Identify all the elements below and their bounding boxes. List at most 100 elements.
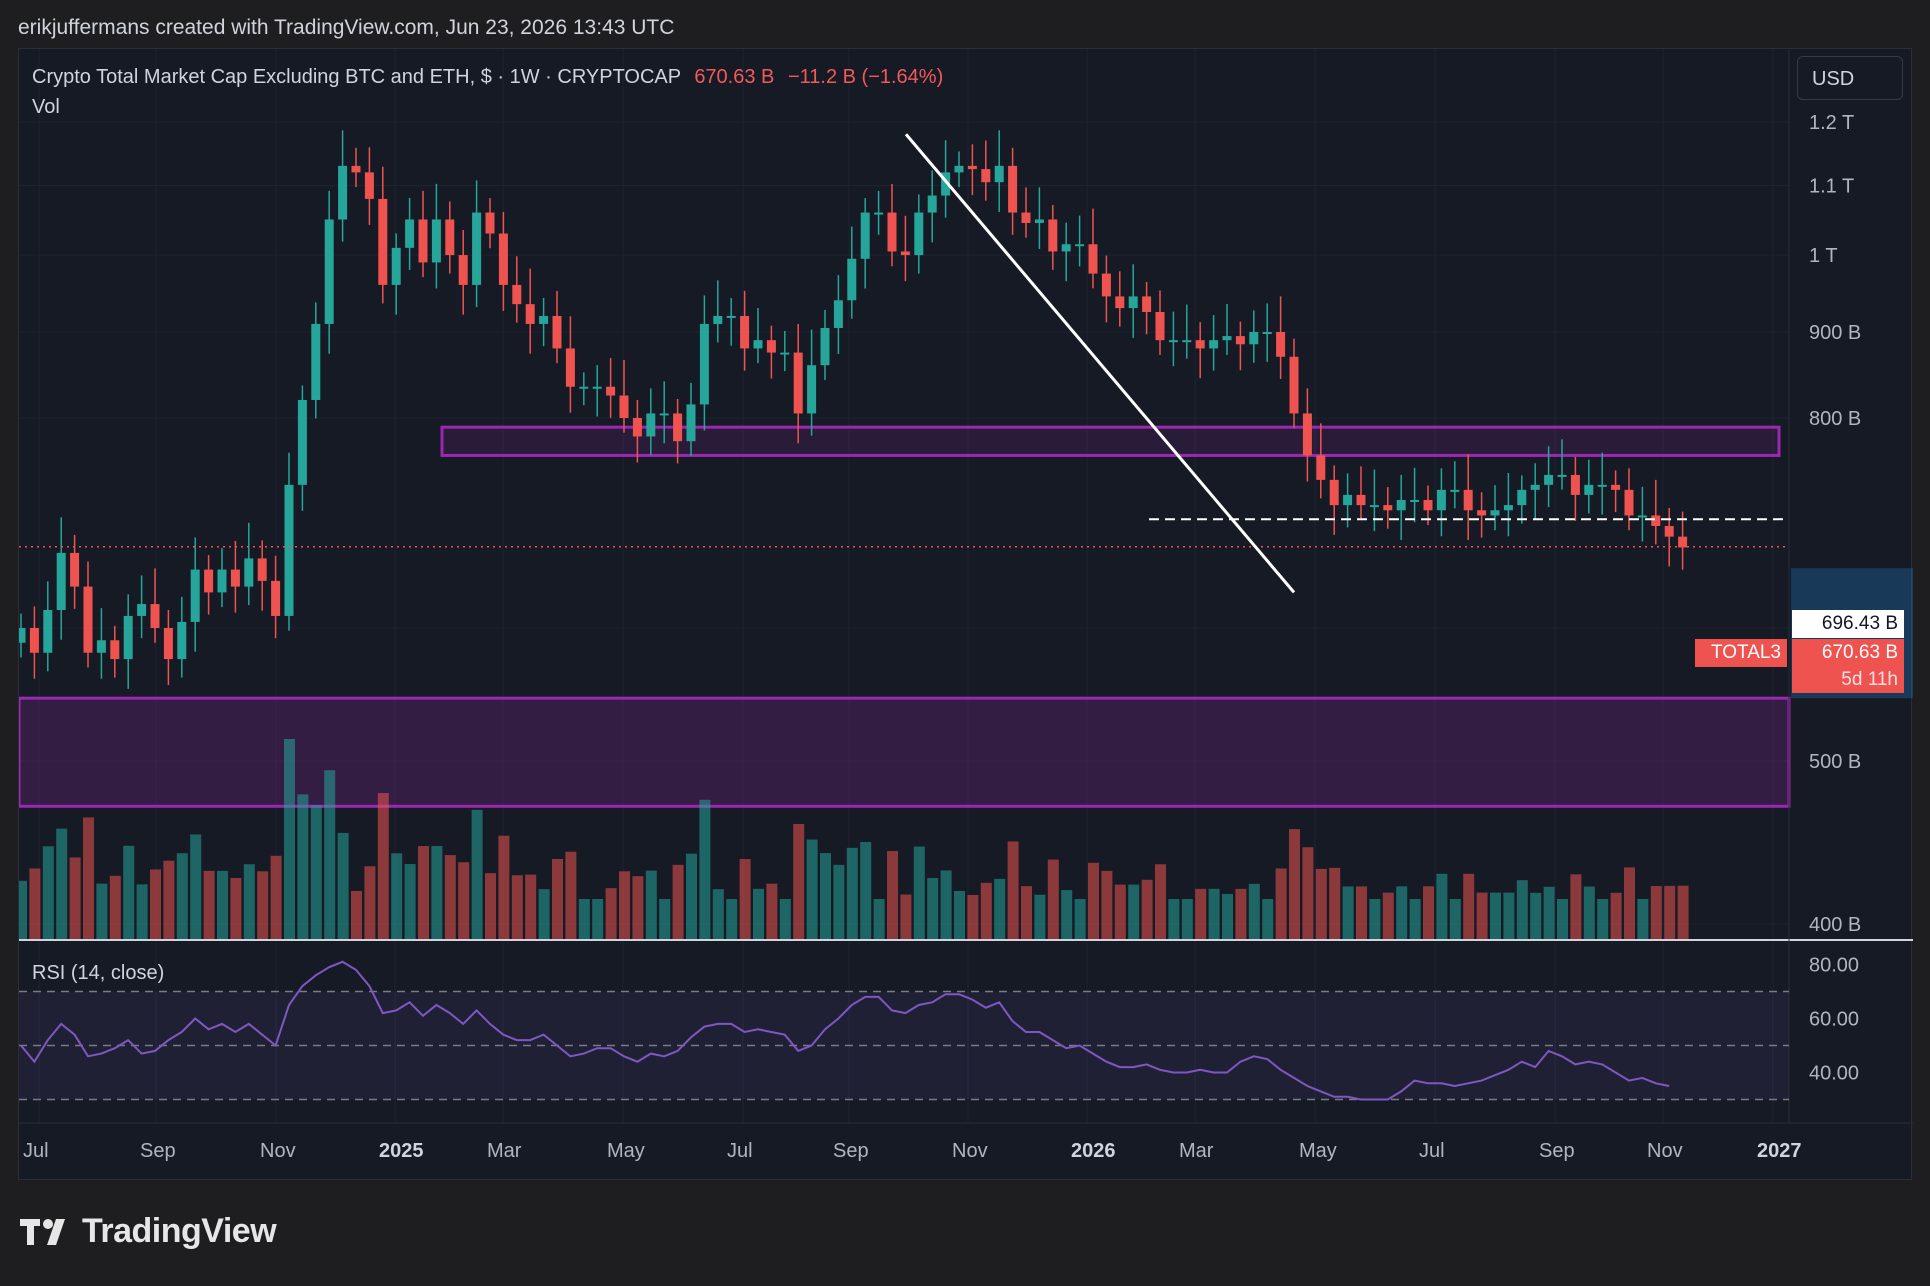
candle-body <box>1436 489 1446 511</box>
candle-body <box>110 640 120 660</box>
volume-bar <box>284 739 295 939</box>
horizontal-line-price-tag[interactable]: 696.43 B <box>1792 610 1904 638</box>
candle-body <box>1584 484 1594 495</box>
candle-body <box>1343 494 1353 506</box>
volume-bar <box>552 858 563 939</box>
volume-bar <box>739 858 751 939</box>
volume-bar <box>1610 892 1622 939</box>
volume-bar <box>940 870 952 939</box>
candle-body <box>673 413 683 442</box>
candle-body <box>1048 219 1058 252</box>
candle-body <box>833 300 843 328</box>
candle-body <box>1115 296 1125 309</box>
volume-bar <box>1543 886 1555 939</box>
candle-body <box>874 212 884 215</box>
volume-bar <box>913 846 925 939</box>
volume-bar <box>1007 841 1019 939</box>
volume-bar <box>1302 847 1314 939</box>
volume-bar <box>56 828 68 939</box>
candle-body <box>271 580 281 616</box>
time-axis-label: Nov <box>260 1140 296 1162</box>
candle-body <box>1503 505 1513 511</box>
candle-body <box>699 323 709 405</box>
volume-bar <box>994 878 1006 939</box>
candle-body <box>659 413 669 416</box>
volume-bar <box>1289 829 1300 939</box>
volume-bar <box>538 889 550 939</box>
volume-bar <box>645 870 657 939</box>
currency-button[interactable]: USD <box>1797 56 1903 100</box>
candle-body <box>204 569 214 593</box>
candle-body <box>19 628 26 643</box>
volume-bar <box>391 853 403 939</box>
volume-bar <box>96 883 108 939</box>
candle-body <box>1289 356 1299 414</box>
candle-body <box>257 558 267 581</box>
volume-bar <box>1047 859 1059 939</box>
symbol-legend[interactable]: Crypto Total Market Cap Excluding BTC an… <box>32 66 943 89</box>
volume-bar <box>458 862 470 939</box>
volume-bar <box>1262 899 1274 939</box>
candle-body <box>43 609 53 653</box>
volume-bar <box>1369 899 1381 939</box>
candle-body <box>1423 499 1433 511</box>
volume-bar <box>1315 868 1327 939</box>
volume-indicator-label[interactable]: Vol <box>32 96 60 118</box>
rsi-indicator-label[interactable]: RSI (14, close) <box>32 962 165 984</box>
volume-bar <box>163 860 175 939</box>
candle-body <box>1249 332 1259 345</box>
volume-bar <box>1650 886 1662 939</box>
candle-body <box>847 258 857 301</box>
volume-bar <box>659 899 671 939</box>
candle-body <box>887 212 897 252</box>
volume-bar <box>605 888 617 939</box>
volume-bar <box>1409 899 1421 939</box>
volume-bar <box>297 794 309 939</box>
volume-bar <box>418 846 429 939</box>
volume-bar <box>364 866 376 939</box>
candle-body <box>1544 474 1554 485</box>
volume-bar <box>310 805 322 939</box>
volume-bar <box>377 792 389 939</box>
candle-body <box>1262 332 1272 335</box>
volume-bar <box>270 855 282 939</box>
volume-bar <box>1597 899 1609 939</box>
volume-bar <box>431 846 443 939</box>
candle-body <box>1557 474 1567 477</box>
time-axis-label: Jul <box>1419 1140 1445 1162</box>
candle-body <box>1369 505 1379 508</box>
volume-bar <box>217 870 228 939</box>
time-axis-label: Sep <box>1539 1140 1575 1162</box>
candle-body <box>498 233 508 285</box>
volume-bar <box>525 874 537 939</box>
candle-body <box>793 352 803 414</box>
last-price-tag: 670.63 B <box>1792 639 1904 667</box>
volume-bar <box>1557 899 1568 939</box>
symbol-name[interactable]: Crypto Total Market Cap Excluding BTC an… <box>32 66 681 88</box>
volume-bar <box>806 839 818 939</box>
candle-body <box>163 628 173 660</box>
volume-bar <box>1476 892 1488 939</box>
volume-bar <box>578 899 590 939</box>
time-axis-label: 2027 <box>1757 1140 1802 1162</box>
candle-body <box>418 219 428 263</box>
candle-body <box>445 219 455 256</box>
candle-body <box>807 365 817 414</box>
volume-bar <box>1181 899 1193 939</box>
candle-body <box>177 621 187 660</box>
volume-bar <box>887 851 898 939</box>
candle-body <box>29 628 39 653</box>
volume-bar <box>1088 862 1099 939</box>
volume-bar <box>1637 899 1649 939</box>
volume-bar <box>672 864 684 939</box>
candle-body <box>1276 332 1286 357</box>
volume-bar <box>1074 899 1086 939</box>
candle-body <box>954 165 964 173</box>
tradingview-brand[interactable]: TradingView <box>20 1212 277 1251</box>
volume-bar <box>954 890 965 939</box>
resistance-zone-box <box>440 425 1781 457</box>
volume-bar <box>42 846 54 939</box>
volume-bar <box>29 868 41 939</box>
